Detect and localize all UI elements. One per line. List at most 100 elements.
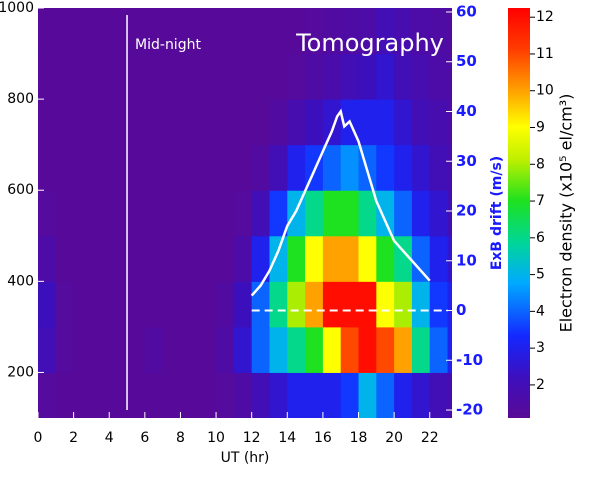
density-cell	[91, 281, 110, 328]
density-cell	[322, 99, 342, 146]
density-cell	[287, 326, 306, 373]
density-cell	[198, 190, 217, 237]
density-cell	[144, 144, 164, 191]
density-cell	[376, 190, 395, 237]
density-cell	[251, 281, 270, 328]
y2-tick-label: 30	[456, 152, 477, 170]
density-cell	[251, 53, 270, 100]
density-cell	[322, 190, 342, 237]
x-tick-label: 8	[176, 430, 185, 446]
density-cell	[180, 281, 199, 328]
density-cell	[447, 281, 452, 328]
density-cell	[233, 53, 253, 100]
density-cell	[358, 235, 377, 282]
density-cell	[340, 53, 360, 100]
density-cell	[180, 8, 199, 55]
y2-tick-label: 50	[456, 52, 477, 70]
density-cell	[429, 53, 449, 100]
density-cell	[73, 235, 92, 282]
density-cell	[38, 235, 57, 282]
y2-tick-label: 0	[456, 301, 466, 319]
density-cell	[411, 99, 431, 146]
density-cell	[269, 8, 288, 55]
density-cell	[38, 372, 57, 418]
density-cell	[269, 53, 288, 100]
density-cell	[233, 190, 253, 237]
density-cell	[340, 281, 360, 328]
density-cell	[91, 53, 110, 100]
density-cell	[91, 372, 110, 418]
density-cell	[109, 53, 128, 100]
y2-tick-label: 10	[456, 251, 477, 269]
density-cell	[55, 235, 75, 282]
density-cell	[429, 144, 449, 191]
density-cell	[287, 281, 306, 328]
density-cell	[411, 235, 431, 282]
density-cell	[251, 372, 270, 418]
density-cell	[358, 99, 377, 146]
density-cell	[233, 235, 253, 282]
density-cell	[233, 281, 253, 328]
density-cell	[411, 281, 431, 328]
density-cell	[162, 8, 181, 55]
density-cell	[144, 53, 164, 100]
x-tick-label: 4	[105, 430, 114, 446]
density-cell	[411, 326, 431, 373]
density-cell	[216, 99, 235, 146]
density-cell	[340, 326, 360, 373]
colorbar-tick-label: 2	[536, 377, 545, 393]
x-tick-label: 0	[34, 430, 43, 446]
density-cell	[305, 235, 324, 282]
density-cell	[109, 144, 128, 191]
density-cell	[162, 53, 181, 100]
y2-tick-label: 60	[456, 2, 477, 20]
density-cell	[127, 190, 146, 237]
density-cell	[198, 53, 217, 100]
y2-tick-label: 40	[456, 102, 477, 120]
density-cell	[109, 190, 128, 237]
density-cell	[305, 326, 324, 373]
density-cell	[394, 281, 413, 328]
x-tick-label: 2	[69, 430, 78, 446]
density-cell	[144, 281, 164, 328]
density-cell	[269, 190, 288, 237]
density-cell	[411, 144, 431, 191]
density-cell	[358, 8, 377, 55]
density-cell	[269, 372, 288, 418]
colorbar-tick-label: 12	[536, 9, 554, 25]
density-cell	[233, 372, 253, 418]
density-cell	[73, 99, 92, 146]
density-cell	[55, 8, 75, 55]
y2-tick-label: -10	[456, 351, 483, 369]
x-tick-label: 22	[421, 430, 439, 446]
colorbar-tick-label: 3	[536, 340, 545, 356]
density-cell	[305, 372, 324, 418]
y-tick-label: 1000	[0, 0, 34, 16]
density-cell	[73, 190, 92, 237]
density-cell	[55, 190, 75, 237]
density-cell	[394, 190, 413, 237]
density-cell	[394, 99, 413, 146]
density-cell	[216, 8, 235, 55]
density-cell	[251, 99, 270, 146]
density-cell	[376, 8, 395, 55]
density-cell	[55, 326, 75, 373]
density-cell	[127, 53, 146, 100]
y2-axis-label: ExB drift (m/s)	[489, 156, 505, 270]
colorbar-tick-label: 10	[536, 83, 554, 99]
density-cell	[55, 144, 75, 191]
density-cell	[269, 144, 288, 191]
density-cell	[305, 190, 324, 237]
density-cell	[55, 372, 75, 418]
density-cell	[269, 99, 288, 146]
density-cell	[91, 190, 110, 237]
density-cell	[305, 8, 324, 55]
density-cell	[322, 53, 342, 100]
density-cell	[429, 8, 449, 55]
density-cell	[322, 144, 342, 191]
density-cell	[287, 372, 306, 418]
density-cell	[162, 99, 181, 146]
density-cell	[162, 281, 181, 328]
density-cell	[73, 8, 92, 55]
density-cell	[322, 8, 342, 55]
